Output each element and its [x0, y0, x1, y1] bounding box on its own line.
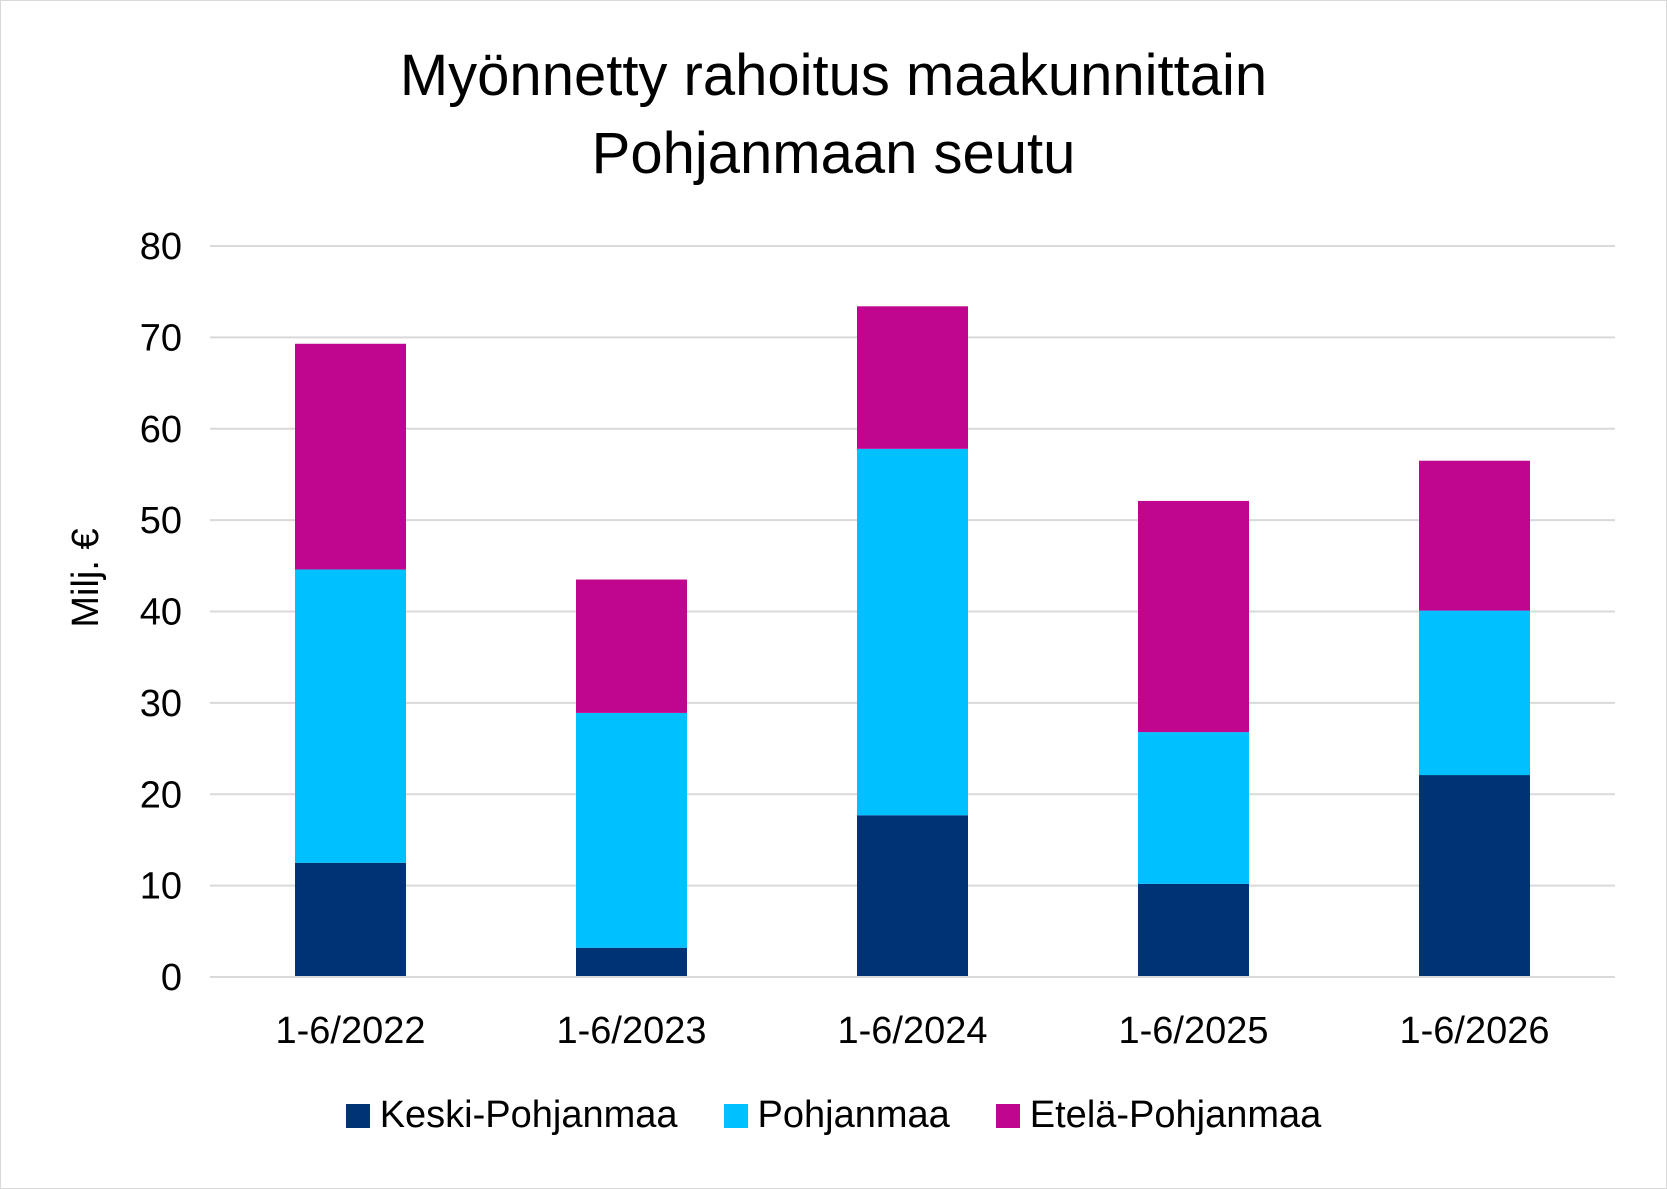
bar-pohjanmaa-1	[576, 712, 687, 948]
y-tick-label: 20	[140, 774, 182, 816]
bar-etel-pohjanmaa-1	[576, 579, 687, 713]
legend-label: Pohjanmaa	[757, 1094, 950, 1136]
bars	[210, 306, 1615, 978]
chart-title: Myönnetty rahoitus maakunnittain	[399, 43, 1268, 108]
y-tick-label: 80	[140, 226, 182, 268]
legend-label: Etelä-Pohjanmaa	[1029, 1094, 1322, 1136]
x-tick-label: 1-6/2022	[275, 1010, 425, 1052]
legend-label: Keski-Pohjanmaa	[379, 1094, 678, 1136]
bar-etel-pohjanmaa-2	[857, 306, 968, 449]
bar-keski-pohjanmaa-3	[1138, 883, 1249, 977]
y-tick-label: 60	[140, 409, 182, 451]
x-tick-label: 1-6/2023	[556, 1010, 706, 1052]
bar-etel-pohjanmaa-3	[1138, 500, 1249, 733]
legend-swatch	[995, 1103, 1020, 1128]
legend-swatch	[345, 1103, 370, 1128]
legend-swatch	[723, 1103, 748, 1128]
x-tick-label: 1-6/2025	[1118, 1010, 1268, 1052]
bar-pohjanmaa-3	[1138, 732, 1249, 884]
y-axis-label: Milj. €	[65, 528, 107, 627]
y-tick-label: 40	[140, 592, 182, 634]
bar-etel-pohjanmaa-4	[1419, 460, 1530, 611]
x-tick-label: 1-6/2024	[837, 1010, 987, 1052]
x-tick-label: 1-6/2026	[1399, 1010, 1549, 1052]
bar-keski-pohjanmaa-1	[576, 947, 687, 977]
bar-keski-pohjanmaa-0	[295, 862, 406, 977]
y-tick-label: 0	[161, 957, 182, 999]
legend: Keski-Pohjanmaa Pohjanmaa Etelä-Pohjanmaa	[0, 1094, 1667, 1137]
legend-item: Etelä-Pohjanmaa	[995, 1094, 1322, 1137]
bar-pohjanmaa-2	[857, 448, 968, 816]
bar-etel-pohjanmaa-0	[295, 343, 406, 570]
y-tick-label: 10	[140, 866, 182, 908]
bar-pohjanmaa-4	[1419, 610, 1530, 776]
chart-subtitle: Pohjanmaan seutu	[591, 121, 1076, 186]
x-axis-ticks: 1-6/2022 1-6/2023 1-6/2024 1-6/2025 1-6/2026	[275, 1010, 1549, 1052]
y-tick-label: 70	[140, 317, 182, 359]
y-axis-ticks: 0 10 20 30 40 50 60 70 80	[140, 226, 182, 999]
y-tick-label: 30	[140, 683, 182, 725]
bar-pohjanmaa-0	[295, 569, 406, 863]
bar-keski-pohjanmaa-2	[857, 815, 968, 977]
y-tick-label: 50	[140, 500, 182, 542]
legend-item: Keski-Pohjanmaa	[345, 1094, 678, 1137]
bar-keski-pohjanmaa-4	[1419, 775, 1530, 977]
legend-item: Pohjanmaa	[723, 1094, 950, 1137]
